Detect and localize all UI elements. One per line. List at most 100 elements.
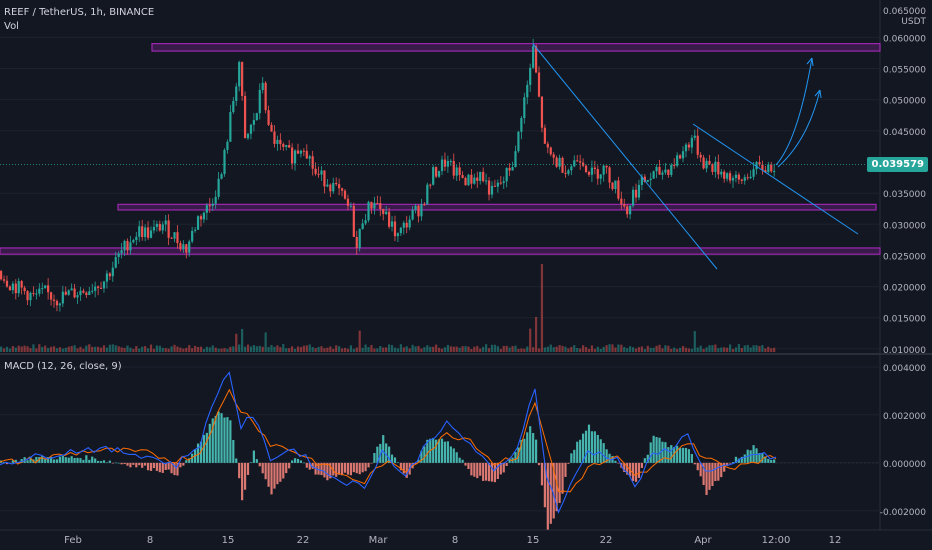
candle-body xyxy=(314,168,317,174)
macd-axis-label[interactable]: 0.000000 xyxy=(883,460,926,470)
price-zone-rectangle[interactable] xyxy=(151,43,881,52)
price-axis-label[interactable]: 0.050000 xyxy=(883,97,926,107)
volume-bar xyxy=(449,346,452,352)
candle-body xyxy=(402,222,405,228)
candle-body xyxy=(646,180,649,182)
candle-body xyxy=(590,167,594,175)
volume-bar xyxy=(241,328,244,352)
macd-histogram-bar xyxy=(440,438,444,463)
volume-bar xyxy=(711,345,714,352)
candle-body xyxy=(432,167,435,185)
macd-axis-label[interactable]: -0.002000 xyxy=(880,508,926,518)
volume-bar xyxy=(249,346,253,352)
time-axis-label[interactable]: Mar xyxy=(369,535,389,546)
time-axis-label[interactable]: 15 xyxy=(527,535,540,546)
macd-histogram-bar xyxy=(770,459,773,463)
time-axis-label[interactable]: 12 xyxy=(829,535,842,546)
price-axis-label[interactable]: 0.015000 xyxy=(883,315,926,325)
candle-body xyxy=(282,144,285,147)
candle-body xyxy=(637,184,641,198)
candle-body xyxy=(99,287,103,289)
candle-body xyxy=(690,137,693,148)
candle-body xyxy=(235,86,238,101)
macd-histogram-bar xyxy=(264,462,267,480)
macd-histogram-bar xyxy=(279,462,282,482)
volume-bar xyxy=(343,347,347,352)
trendline-down-march[interactable] xyxy=(532,43,718,270)
volume-bar xyxy=(496,346,499,352)
volume-bar xyxy=(758,346,761,352)
volume-bar xyxy=(402,347,405,352)
currency-label[interactable]: 0.065000 USDT xyxy=(883,7,926,27)
macd-histogram-bar xyxy=(537,462,541,466)
price-axis-label[interactable]: 0.035000 xyxy=(883,190,926,200)
volume-bar xyxy=(161,347,164,352)
volume-bar xyxy=(170,346,173,352)
candle-body xyxy=(570,166,573,171)
price-axis-label[interactable]: 0.030000 xyxy=(883,221,926,231)
candle-body xyxy=(502,181,505,184)
time-axis-label[interactable]: 8 xyxy=(452,535,458,546)
price-axis-label[interactable]: 0.010000 xyxy=(883,346,926,356)
candle-body xyxy=(567,170,570,174)
candle-body xyxy=(144,227,147,237)
time-axis-label[interactable]: Apr xyxy=(694,535,712,546)
candle-body xyxy=(673,164,676,166)
volume-bar xyxy=(399,344,402,352)
macd-axis-label[interactable]: 0.002000 xyxy=(883,412,926,422)
macd-histogram-bar xyxy=(373,452,376,463)
macd-histogram-bar xyxy=(358,462,361,475)
candle-body xyxy=(629,205,632,215)
volume-bar xyxy=(731,348,735,352)
candle-body xyxy=(279,139,282,145)
volume-bar xyxy=(47,348,50,352)
volume-bar xyxy=(120,347,123,352)
macd-histogram-bar xyxy=(576,441,579,463)
volume-bar xyxy=(129,347,132,352)
candle-body xyxy=(396,233,400,237)
time-axis-label[interactable]: 15 xyxy=(222,535,235,546)
volume-bar xyxy=(502,345,505,352)
macd-histogram-bar xyxy=(14,459,17,463)
candle-body xyxy=(773,170,776,172)
projection-arrow-2[interactable] xyxy=(777,89,821,168)
macd-histogram-bar xyxy=(634,462,638,482)
macd-histogram-bar xyxy=(437,439,441,463)
macd-histogram-bar xyxy=(67,457,70,463)
price-axis-label[interactable]: 0.060000 xyxy=(883,34,926,44)
price-axis-label[interactable]: 0.025000 xyxy=(883,252,926,262)
time-axis-label[interactable]: 22 xyxy=(600,535,613,546)
candle-body xyxy=(440,159,444,172)
volume-legend[interactable]: Vol xyxy=(4,21,19,32)
volume-bar xyxy=(599,348,602,352)
time-axis-label[interactable]: 8 xyxy=(147,535,153,546)
price-axis-label[interactable]: 0.020000 xyxy=(883,284,926,294)
price-axis-label[interactable]: 0.055000 xyxy=(883,66,926,76)
price-zone-rectangle[interactable] xyxy=(117,203,877,211)
candle-body xyxy=(364,220,367,224)
time-axis-label[interactable]: 12:00 xyxy=(762,535,791,546)
volume-bar xyxy=(308,344,311,352)
price-zone-rectangle[interactable] xyxy=(0,247,881,255)
candle-body xyxy=(429,184,432,186)
projection-arrow-1[interactable] xyxy=(775,57,813,166)
macd-legend[interactable]: MACD (12, 26, close, 9) xyxy=(4,361,122,372)
symbol-legend[interactable]: REEF / TetherUS, 1h, BINANCE xyxy=(4,7,155,18)
candle-body xyxy=(205,205,208,213)
macd-histogram-bar xyxy=(646,454,649,463)
time-axis-label[interactable]: Feb xyxy=(64,535,82,546)
macd-histogram-bar xyxy=(29,456,32,463)
candle-body xyxy=(229,112,232,142)
volume-bar xyxy=(561,345,564,352)
price-axis-label[interactable]: 0.045000 xyxy=(883,128,926,138)
trendline-down-april[interactable] xyxy=(692,123,859,235)
time-axis-label[interactable]: 22 xyxy=(297,535,310,546)
macd-histogram-bar xyxy=(355,462,358,474)
candle-body xyxy=(746,177,749,179)
macd-axis-label[interactable]: 0.004000 xyxy=(883,364,926,374)
macd-histogram-bar xyxy=(273,462,276,489)
macd-histogram-bar xyxy=(570,453,573,463)
macd-histogram-bar xyxy=(167,462,170,470)
